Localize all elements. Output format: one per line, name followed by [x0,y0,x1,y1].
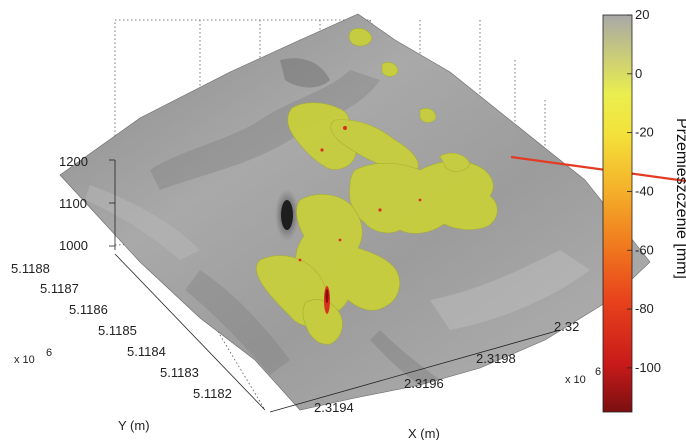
deformation-peaks [298,126,422,314]
x-tick-2-3194: 2.3194 [314,400,354,415]
deformation-overlay [256,28,498,345]
x-multiplier-exponent: 6 [595,366,601,378]
colorbar-tick-label: -20 [635,125,654,140]
colorbar-gradient [602,14,633,413]
annotation-line [510,155,686,183]
y-tick-5-1184: 5.1184 [127,344,166,359]
y-multiplier-exponent: 6 [46,347,52,359]
colorbar-tick-label: -100 [635,360,661,375]
x-tick-2-32: 2.32 [554,319,579,334]
x-tick-2-3198: 2.3198 [476,351,516,366]
y-tick-5-1186: 5.1186 [69,302,108,317]
colorbar-tick-label: 0 [635,66,642,81]
y-axis-label: Y (m) [118,418,150,433]
y-multiplier: x 10 [14,354,35,366]
y-tick-5-1183: 5.1183 [160,365,199,380]
z-tick-1200: 1200 [59,154,88,169]
z-axis: 1000 1100 1200 [59,154,116,253]
y-axis: 5.1188 5.1187 5.1186 5.1185 5.1184 5.118… [11,253,266,433]
y-tick-5-1188: 5.1188 [11,261,50,276]
colorbar-tick-label: -80 [635,301,654,316]
colorbar-tick-label: -40 [635,183,654,198]
colorbar-tick-label: -60 [635,242,654,257]
colorbar-label: Przemieszczenie [mm] [673,118,686,279]
z-tick-1100: 1100 [59,196,87,211]
x-multiplier: x 10 [565,374,586,386]
colorbar-tick-label: 20 [635,7,649,22]
z-tick-1000: 1000 [59,238,88,253]
y-tick-5-1185: 5.1185 [98,323,137,338]
x-tick-2-3196: 2.3196 [404,376,444,391]
y-tick-5-1182: 5.1182 [193,386,232,401]
x-axis: 2.3194 2.3196 2.3198 2.32 x 10 6 X (m) [269,319,601,440]
colorbar-ticks: 20 0 -20 -40 -60 -80 -100 [627,7,661,375]
x-axis-label: X (m) [408,426,440,440]
colorbar: 20 0 -20 -40 -60 -80 -100 Przemieszczenie [mm] [602,7,686,413]
y-tick-5-1187: 5.1187 [40,281,79,296]
